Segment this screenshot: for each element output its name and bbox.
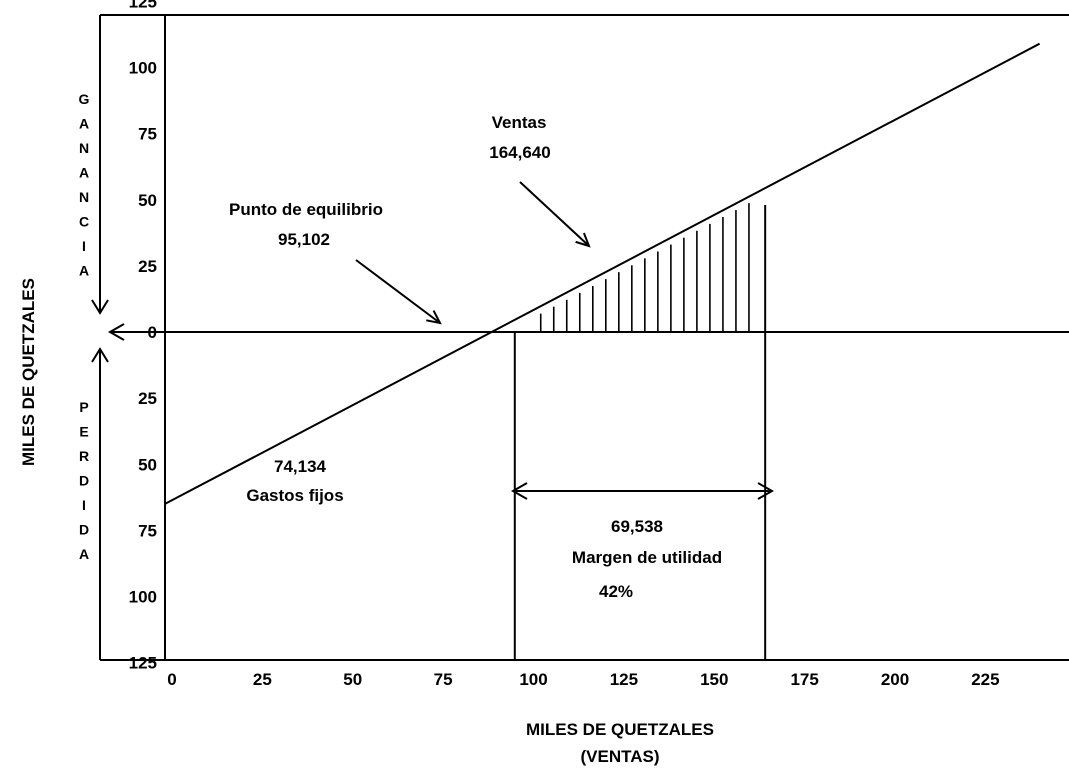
- profit-area-hatching: [539, 203, 750, 332]
- x-tick-label: 175: [790, 670, 818, 689]
- y-tick-label-lower: 125: [129, 654, 157, 673]
- x-axis-subtitle: (VENTAS): [580, 747, 659, 766]
- x-tick-label: 125: [610, 670, 638, 689]
- x-tick-label: 150: [700, 670, 728, 689]
- break-even-value: 95,102: [278, 230, 330, 249]
- gain-letter: G: [79, 91, 90, 107]
- gain-letter: A: [79, 263, 89, 279]
- loss-letter: E: [79, 424, 88, 440]
- gain-arrowhead: [91, 299, 109, 315]
- annotation-arrows: [355, 181, 775, 500]
- x-tick-label: 100: [519, 670, 547, 689]
- loss-letter: R: [79, 448, 89, 464]
- y-axis-title: MILES DE QUETZALES: [19, 278, 38, 466]
- y-tick-label-lower: 100: [129, 588, 157, 607]
- chart-lines: [164, 42, 1041, 660]
- loss-arrowhead: [91, 347, 109, 363]
- tick-labels: 0 25 50 75 100 125 150 175 200 225 125 100 75 50 25 0 25…: [129, 0, 1000, 689]
- zero-axis-arrowhead: [107, 323, 125, 341]
- loss-letter: A: [79, 546, 89, 562]
- x-tick-label: 75: [434, 670, 453, 689]
- break-even-arrow-head: [426, 310, 442, 325]
- break-even-arrow: [355, 259, 441, 324]
- break-even-label: Punto de equilibrio: [229, 200, 383, 219]
- margin-arrow-right-head: [757, 482, 775, 500]
- gain-letter: C: [79, 214, 89, 230]
- loss-letter: P: [79, 399, 88, 415]
- x-tick-label: 225: [971, 670, 999, 689]
- y-tick-label-upper: 25: [138, 257, 157, 276]
- margin-arrow-left-head: [510, 482, 528, 500]
- margin-label: Margen de utilidad: [572, 548, 722, 567]
- gain-letter: A: [79, 165, 89, 181]
- loss-letter: D: [79, 473, 89, 489]
- y-tick-label-upper: 50: [138, 191, 157, 210]
- x-tick-label: 50: [343, 670, 362, 689]
- x-axis-title: MILES DE QUETZALES: [526, 720, 714, 739]
- y-tick-label-upper: 100: [129, 59, 157, 78]
- ventas-arrow-head: [575, 232, 591, 248]
- y-tick-label-upper: 125: [129, 0, 157, 11]
- gain-letter: A: [79, 116, 89, 132]
- margin-percent: 42%: [599, 582, 633, 601]
- y-tick-label-upper: 0: [148, 323, 157, 342]
- x-tick-label: 0: [167, 670, 176, 689]
- ventas-arrow: [519, 181, 590, 247]
- gain-letter: N: [79, 140, 89, 156]
- sales-line: [164, 42, 1041, 505]
- gain-letter: I: [82, 238, 86, 254]
- loss-letter: I: [82, 497, 86, 513]
- margin-value: 69,538: [611, 517, 663, 536]
- ventas-value: 164,640: [489, 143, 550, 162]
- gain-letter: N: [79, 189, 89, 205]
- y-tick-label-upper: 75: [138, 125, 157, 144]
- y-tick-label-lower: 50: [138, 455, 157, 474]
- loss-letter: D: [79, 522, 89, 538]
- x-tick-label: 200: [881, 670, 909, 689]
- ventas-label: Ventas: [492, 113, 547, 132]
- fixed-costs-value: 74,134: [274, 457, 327, 476]
- fixed-costs-label: Gastos fijos: [246, 486, 343, 505]
- plot-frame: [91, 14, 1069, 661]
- x-tick-label: 25: [253, 670, 272, 689]
- y-tick-label-lower: 75: [138, 521, 157, 540]
- y-tick-label-lower: 25: [138, 389, 157, 408]
